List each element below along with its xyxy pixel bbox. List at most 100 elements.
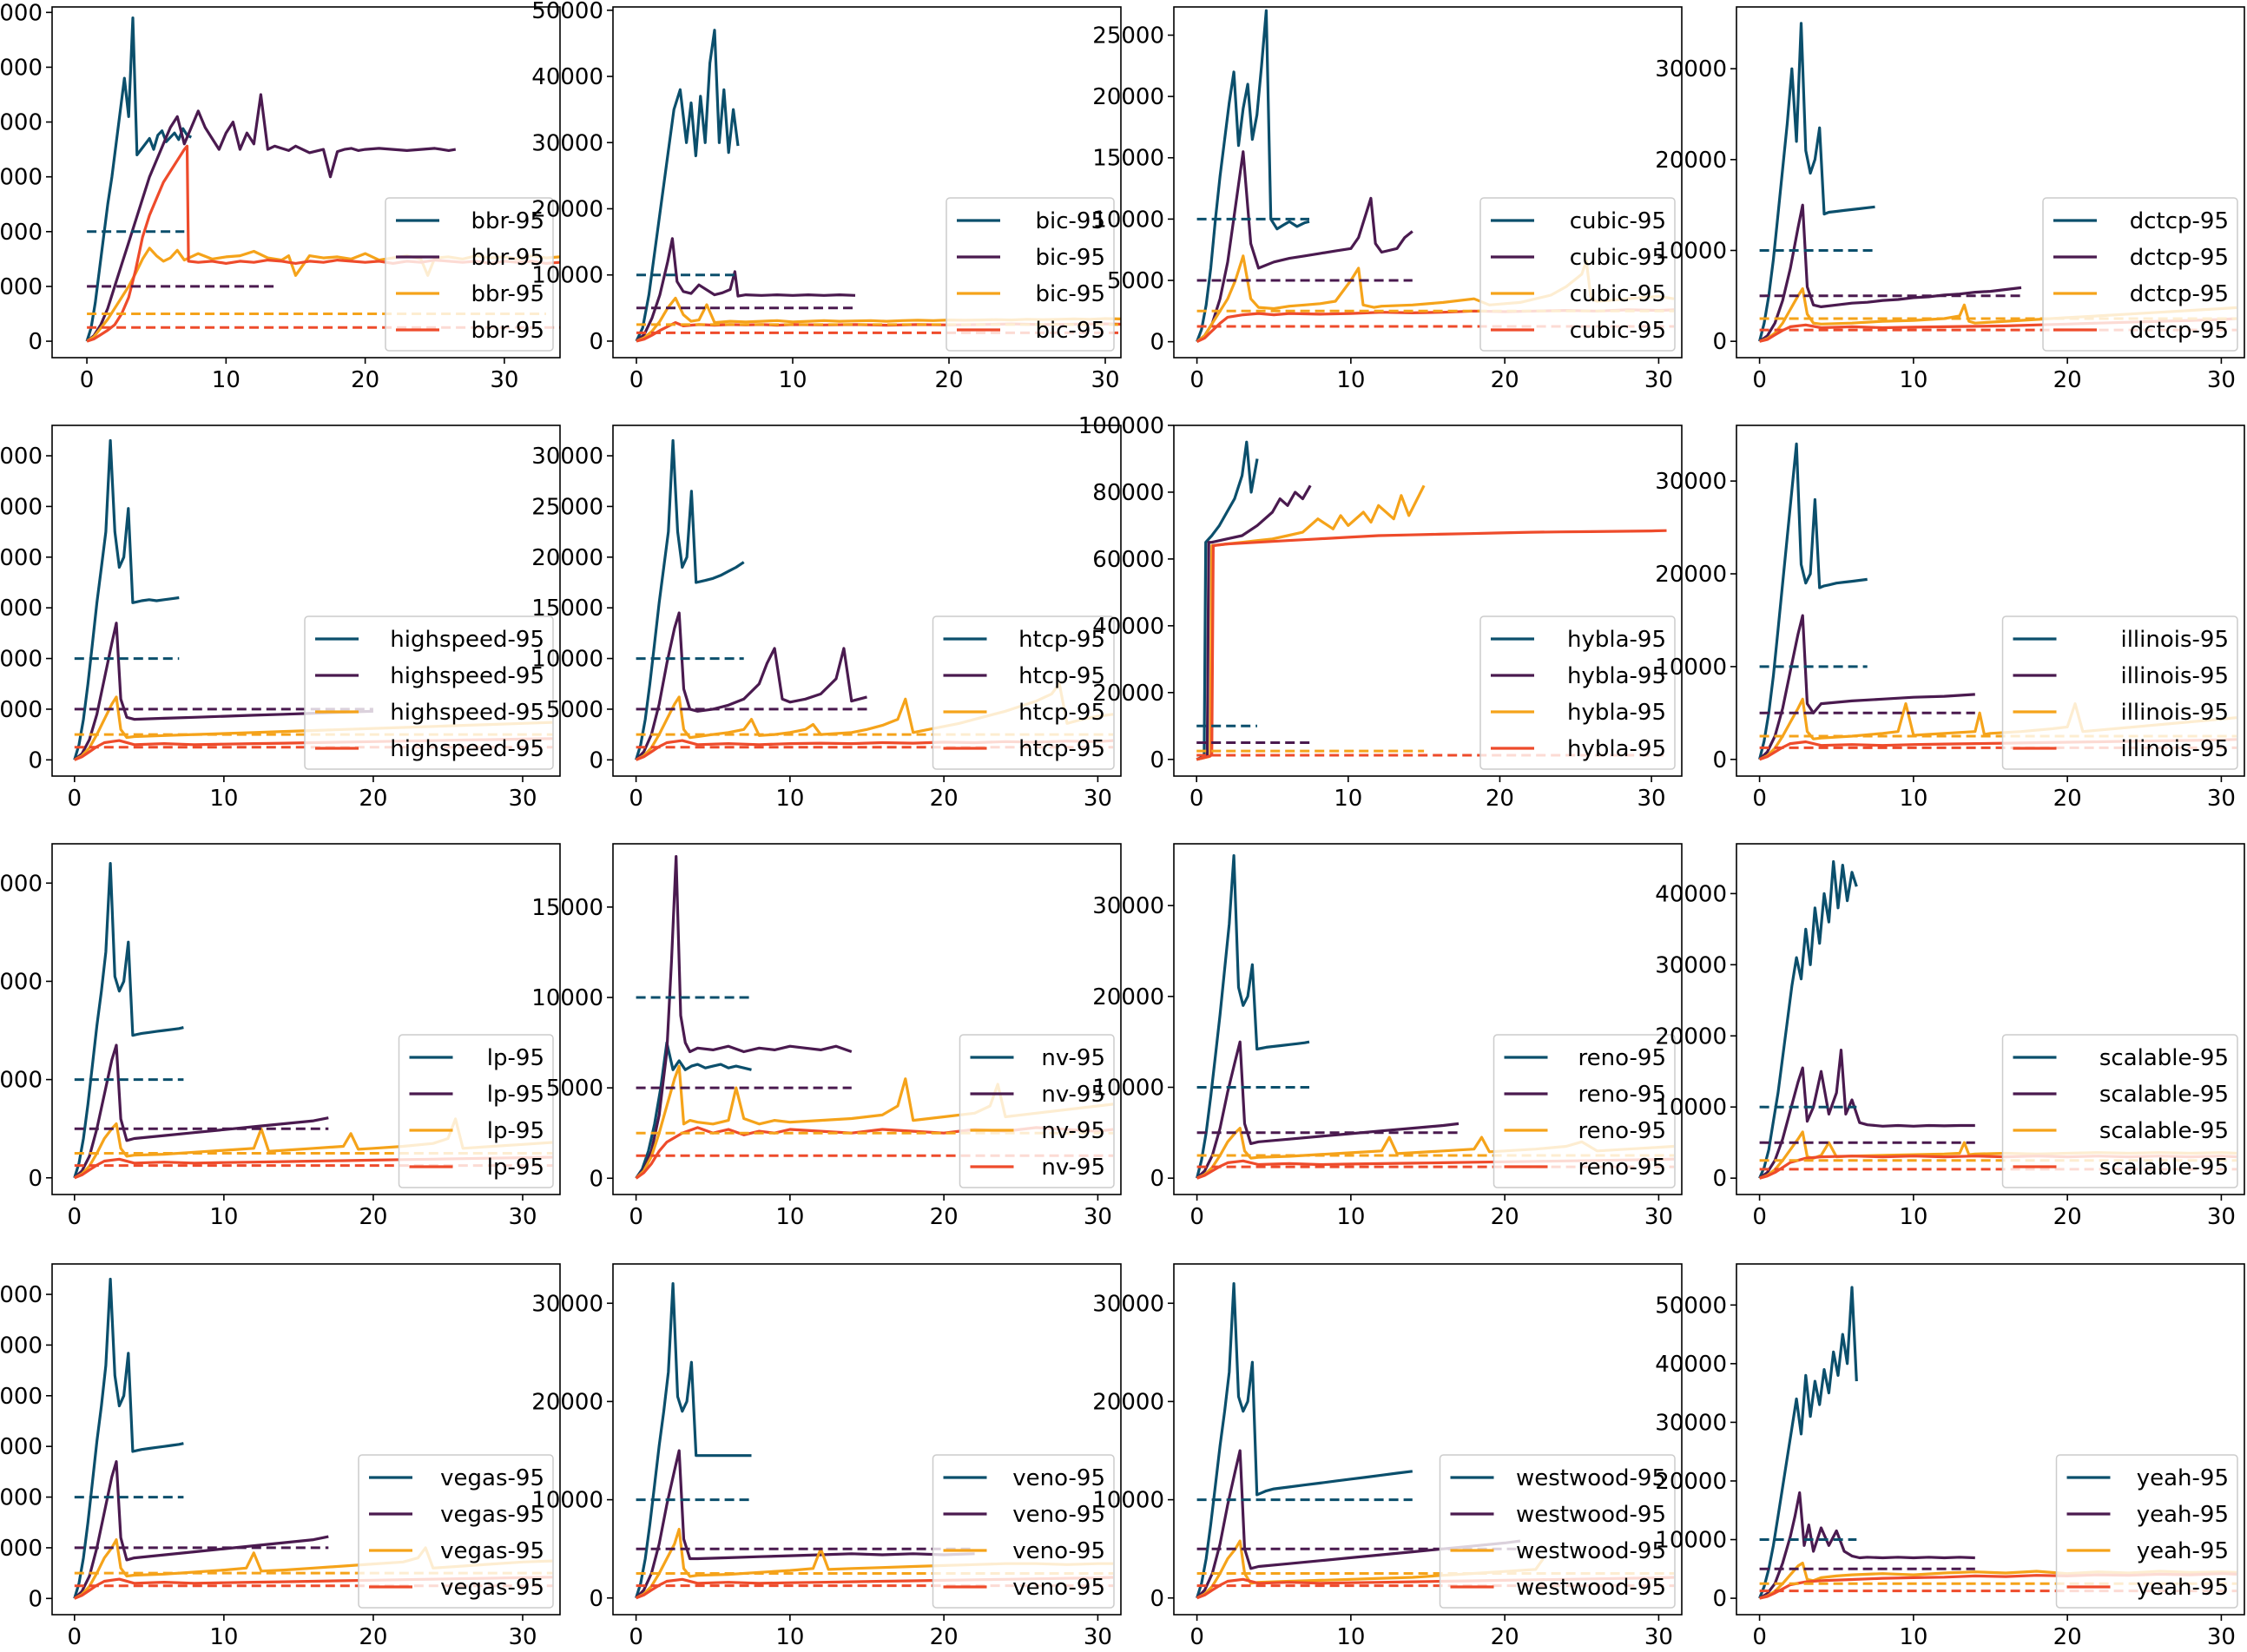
legend-label: lp-95 xyxy=(487,1082,544,1108)
x-tick-label: 20 xyxy=(1491,1624,1519,1650)
legend-label: yeah-95 xyxy=(2137,1575,2229,1601)
x-tick-label: 0 xyxy=(1189,1624,1204,1650)
series-line xyxy=(635,1041,752,1180)
legend-label: scalable-95 xyxy=(2099,1082,2229,1108)
y-tick-label: 25000 xyxy=(0,1333,43,1359)
x-tick-label: 30 xyxy=(1644,367,1673,393)
y-tick-label: 0 xyxy=(1150,747,1164,773)
axes-frame xyxy=(612,843,1122,1195)
legend-label: highspeed-95 xyxy=(390,736,544,762)
legend-label: yeah-95 xyxy=(2137,1538,2229,1564)
x-tick-label: 20 xyxy=(930,786,959,812)
series-line xyxy=(1196,529,1667,761)
x-tick-label: 0 xyxy=(1752,786,1767,812)
y-tick-label: 0 xyxy=(1712,1166,1727,1192)
series-line xyxy=(86,93,457,343)
legend-label: reno-95 xyxy=(1578,1045,1666,1071)
axes-frame xyxy=(1173,6,1683,359)
x-tick-label: 0 xyxy=(1189,786,1204,812)
series-line xyxy=(73,1043,329,1179)
subplot: 0 10 20 30 0 10000 20000 30000 40000 scalable-95 s… xyxy=(1655,843,2245,1230)
x-tick-label: 0 xyxy=(629,367,644,393)
y-tick-label: 0 xyxy=(589,1166,603,1192)
y-tick-label: 0 xyxy=(1150,1166,1164,1192)
legend-label: veno-95 xyxy=(1012,1465,1105,1491)
y-tick-label: 100000 xyxy=(1078,413,1164,439)
y-tick-label: 30000 xyxy=(1092,893,1164,919)
legend-label: scalable-95 xyxy=(2099,1118,2229,1144)
y-tick-label: 0 xyxy=(589,1586,603,1612)
series-line xyxy=(635,1281,752,1599)
legend-box xyxy=(932,1454,1115,1609)
axes-frame xyxy=(1736,425,2245,777)
y-tick-label: 5000 xyxy=(0,1536,43,1562)
legend-label: illinois-95 xyxy=(2120,736,2229,762)
x-tick-label: 0 xyxy=(1752,1204,1767,1230)
x-tick-label: 20 xyxy=(359,786,387,812)
y-tick-label: 30000 xyxy=(0,871,43,897)
x-tick-label: 10 xyxy=(1899,1204,1927,1230)
y-tick-label: 10000 xyxy=(531,985,603,1011)
x-tick-label: 20 xyxy=(2053,367,2082,393)
legend-label: illinois-95 xyxy=(2120,700,2229,726)
legend-label: westwood-95 xyxy=(1516,1465,1666,1491)
y-tick-label: 10000 xyxy=(1092,1488,1164,1514)
x-tick-label: 20 xyxy=(2053,1624,2082,1650)
x-tick-label: 30 xyxy=(2207,1624,2236,1650)
x-tick-label: 10 xyxy=(1899,367,1927,393)
y-tick-label: 30000 xyxy=(1655,469,1727,495)
y-tick-label: 15000 xyxy=(1092,146,1164,172)
y-tick-label: 20000 xyxy=(1092,1389,1164,1415)
x-tick-label: 30 xyxy=(508,1204,537,1230)
x-tick-label: 0 xyxy=(1752,367,1767,393)
subplot: 0 10 20 30 0 10000 20000 30000 westwood-95 westwo… xyxy=(1092,1263,1683,1650)
axes-frame xyxy=(1736,843,2245,1195)
subplot: 0 10 20 30 0 10000 20000 30000 reno-95 reno-95 ren… xyxy=(1092,843,1683,1230)
x-tick-label: 30 xyxy=(1637,786,1666,812)
x-tick-label: 30 xyxy=(508,786,537,812)
legend-label: htcp-95 xyxy=(1018,627,1105,653)
y-tick-label: 10000 xyxy=(531,1488,603,1514)
axes-frame xyxy=(612,1263,1122,1616)
x-tick-label: 0 xyxy=(68,1204,82,1230)
legend-label: hybla-95 xyxy=(1567,627,1666,653)
x-tick-label: 10 xyxy=(778,367,807,393)
x-tick-label: 20 xyxy=(1491,367,1519,393)
y-tick-label: 20000 xyxy=(1092,681,1164,707)
y-tick-label: 10000 xyxy=(531,263,603,289)
x-tick-label: 30 xyxy=(1084,786,1112,812)
series-line xyxy=(1196,1040,1460,1180)
x-tick-label: 0 xyxy=(1752,1624,1767,1650)
legend-label: scalable-95 xyxy=(2099,1045,2229,1071)
legend-box xyxy=(2001,615,2238,770)
y-tick-label: 80000 xyxy=(1092,480,1164,506)
x-tick-label: 30 xyxy=(2207,367,2236,393)
legend-label: veno-95 xyxy=(1012,1538,1105,1564)
legend-label: cubic-95 xyxy=(1570,245,1666,271)
x-tick-label: 30 xyxy=(1084,1624,1112,1650)
x-tick-label: 20 xyxy=(351,367,379,393)
y-tick-label: 10000 xyxy=(531,647,603,673)
x-tick-label: 10 xyxy=(1336,1204,1365,1230)
legend-box xyxy=(398,1034,554,1188)
y-tick-label: 0 xyxy=(28,747,43,773)
axes-frame xyxy=(51,1263,561,1616)
legend-label: vegas-95 xyxy=(440,1502,544,1528)
y-tick-label: 20000 xyxy=(0,545,43,571)
legend-label: vegas-95 xyxy=(440,1538,544,1564)
subplot: 0 10 20 30 0 5000 10000 15000 20000 25000 30000 hig… xyxy=(0,425,561,812)
legend-label: yeah-95 xyxy=(2137,1465,2229,1491)
legend-label: illinois-95 xyxy=(2120,627,2229,653)
x-tick-label: 10 xyxy=(209,1204,238,1230)
x-tick-label: 20 xyxy=(359,1624,387,1650)
legend-box xyxy=(959,1034,1115,1188)
series-line xyxy=(73,438,180,760)
y-tick-label: 20000 xyxy=(1655,562,1727,588)
x-tick-label: 10 xyxy=(209,1624,238,1650)
y-tick-label: 20000 xyxy=(1655,148,1727,174)
legend-label: bbr-95 xyxy=(471,208,545,234)
legend-box xyxy=(358,1454,554,1609)
y-tick-label: 25000 xyxy=(0,55,43,81)
legend-box xyxy=(304,615,554,770)
series-line xyxy=(1758,203,2022,343)
